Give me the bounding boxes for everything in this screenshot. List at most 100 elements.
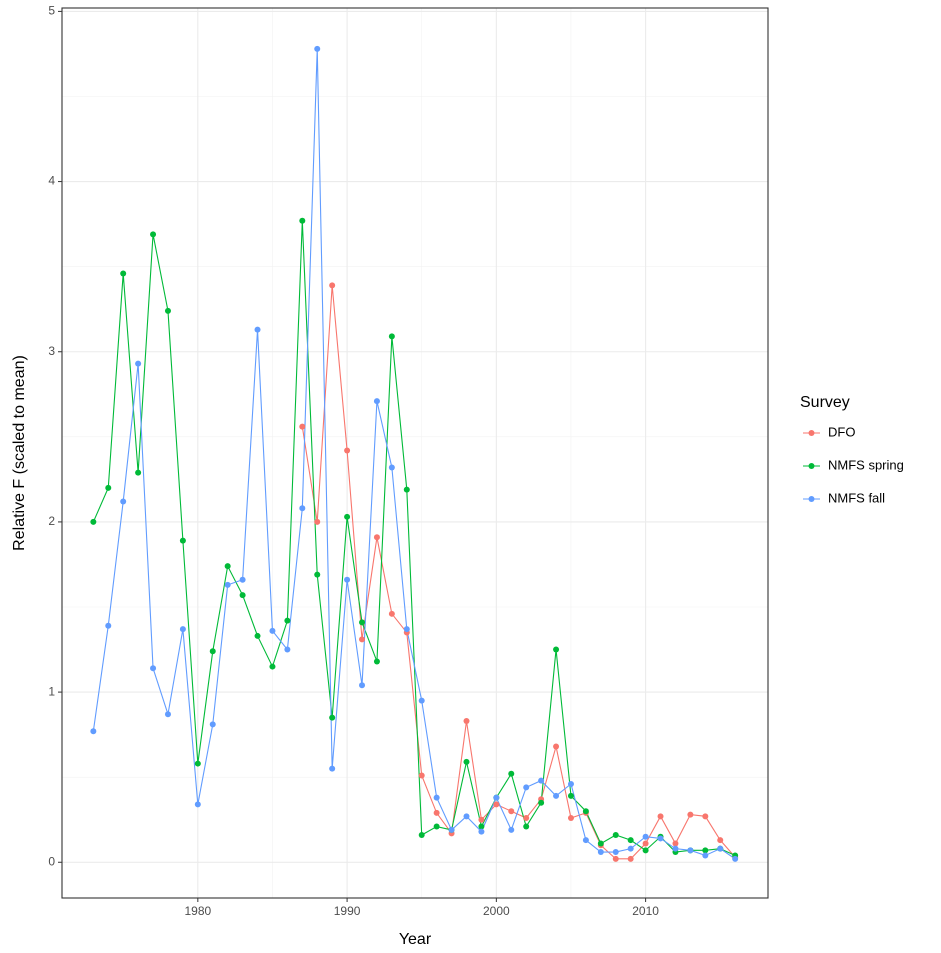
data-point: [508, 770, 515, 777]
data-point: [135, 469, 142, 476]
data-point: [373, 658, 380, 665]
data-point: [239, 592, 246, 599]
data-point: [463, 718, 470, 725]
data-point: [209, 648, 216, 655]
data-point: [179, 537, 186, 544]
data-point: [388, 610, 395, 617]
data-point: [359, 636, 366, 643]
y-tick-label: 3: [48, 344, 55, 358]
data-point: [717, 837, 724, 844]
data-point: [418, 697, 425, 704]
data-point: [344, 513, 351, 520]
data-point: [105, 484, 112, 491]
data-point: [702, 813, 709, 820]
data-point: [642, 847, 649, 854]
legend-title: Survey: [800, 394, 850, 411]
data-point: [493, 801, 500, 808]
data-point: [359, 682, 366, 689]
data-point: [373, 534, 380, 541]
data-point: [329, 765, 336, 772]
data-point: [702, 852, 709, 859]
data-point: [553, 792, 560, 799]
data-point: [538, 777, 545, 784]
data-point: [359, 619, 366, 626]
y-tick-label: 2: [48, 514, 55, 528]
data-point: [597, 849, 604, 856]
data-point: [120, 498, 127, 505]
y-tick-label: 0: [48, 854, 55, 868]
y-tick-label: 5: [48, 4, 55, 18]
data-point: [284, 617, 291, 624]
data-point: [150, 665, 157, 672]
data-point: [582, 837, 589, 844]
legend-label: DFO: [828, 424, 855, 439]
data-point: [418, 832, 425, 839]
legend-label: NMFS fall: [828, 490, 885, 505]
data-point: [627, 855, 634, 862]
panel-border: [61, 7, 769, 899]
data-point: [224, 563, 231, 570]
data-point: [299, 505, 306, 512]
data-point: [642, 840, 649, 847]
data-point: [478, 828, 485, 835]
data-point: [463, 758, 470, 765]
legend-marker: [808, 463, 815, 469]
data-point: [657, 813, 664, 820]
data-point: [687, 847, 694, 854]
data-point: [403, 486, 410, 493]
data-point: [90, 518, 97, 525]
data-point: [553, 743, 560, 750]
data-point: [732, 855, 739, 862]
data-point: [642, 833, 649, 840]
data-point: [135, 360, 142, 367]
data-point: [717, 845, 724, 852]
data-point: [448, 826, 455, 833]
data-point: [508, 808, 515, 815]
data-point: [687, 811, 694, 818]
data-point: [299, 423, 306, 430]
data-point: [239, 576, 246, 583]
data-point: [478, 816, 485, 823]
data-point: [672, 845, 679, 852]
y-axis-title: Relative F (scaled to mean): [11, 355, 28, 551]
data-point: [672, 840, 679, 847]
data-point: [567, 792, 574, 799]
data-point: [597, 840, 604, 847]
data-point: [582, 808, 589, 815]
data-point: [627, 845, 634, 852]
data-point: [388, 464, 395, 471]
data-point: [433, 809, 440, 816]
x-tick-label: 1980: [184, 904, 211, 918]
data-point: [254, 632, 261, 639]
data-point: [269, 663, 276, 670]
data-point: [702, 847, 709, 854]
data-point: [329, 714, 336, 721]
x-tick-label: 2010: [632, 904, 659, 918]
data-point: [314, 571, 321, 578]
data-point: [314, 518, 321, 525]
legend-label: NMFS spring: [828, 457, 904, 472]
data-point: [209, 721, 216, 728]
data-point: [224, 581, 231, 588]
y-tick-label: 4: [48, 174, 55, 188]
data-point: [150, 231, 157, 238]
data-point: [508, 826, 515, 833]
plot-layer: 0 1 2 3 4 5 1980 1990 2000 2010: [48, 4, 769, 918]
data-point: [553, 646, 560, 653]
data-point: [120, 270, 127, 277]
series-line: [92, 220, 736, 856]
data-point: [344, 576, 351, 583]
data-point: [299, 217, 306, 224]
series-line: [92, 48, 736, 860]
data-point: [179, 626, 186, 633]
data-point: [627, 837, 634, 844]
series-line: [301, 285, 736, 860]
data-point: [523, 815, 530, 822]
data-point: [164, 711, 171, 718]
data-point: [194, 801, 201, 808]
data-point: [418, 772, 425, 779]
data-point: [567, 815, 574, 822]
data-point: [567, 780, 574, 787]
legend-marker: [808, 496, 815, 502]
